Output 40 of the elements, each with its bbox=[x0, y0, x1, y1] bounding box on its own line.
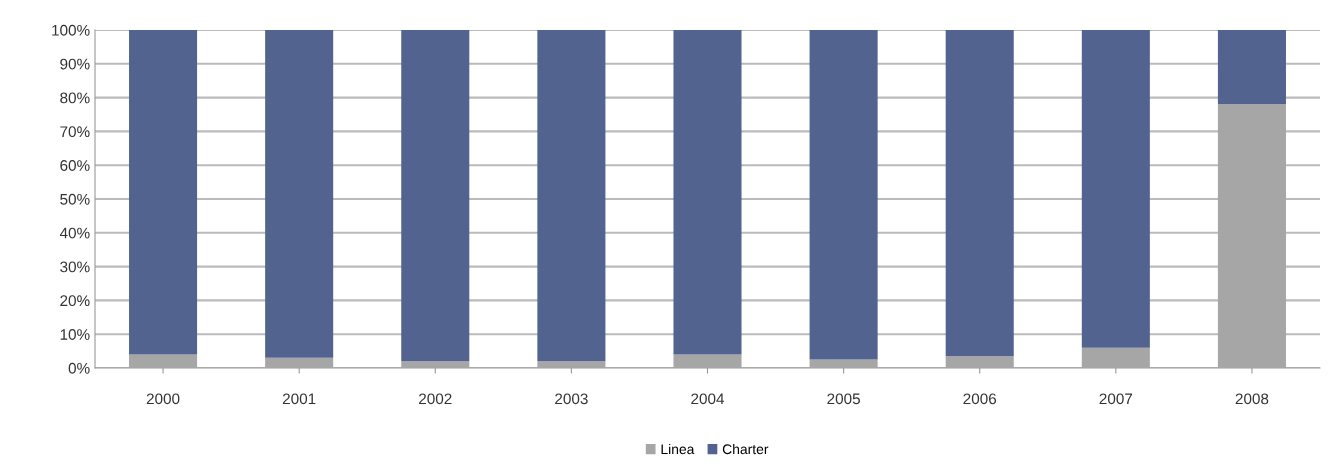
y-tick-label: 20% bbox=[60, 295, 90, 307]
bar bbox=[1217, 104, 1286, 368]
y-tick-label: 30% bbox=[60, 261, 90, 273]
bar bbox=[537, 361, 606, 368]
bar bbox=[265, 357, 334, 368]
x-tick-label: 2007 bbox=[1099, 393, 1133, 405]
bar bbox=[809, 30, 878, 360]
x-tick-label: 2005 bbox=[827, 393, 860, 405]
bar bbox=[1081, 30, 1150, 348]
x-tick-label: 2008 bbox=[1235, 393, 1269, 405]
bar bbox=[129, 354, 198, 368]
bar bbox=[945, 30, 1014, 357]
bar bbox=[401, 30, 470, 362]
x-tick-label: 2002 bbox=[419, 393, 452, 405]
bar bbox=[809, 359, 878, 368]
y-tick-label: 10% bbox=[60, 329, 90, 340]
bar bbox=[1217, 30, 1286, 105]
bar bbox=[129, 30, 198, 355]
y-tick-label: 70% bbox=[60, 126, 90, 138]
x-tick-label: 2000 bbox=[146, 393, 180, 405]
x-tick-label: 2001 bbox=[282, 393, 316, 405]
x-tick-label: 2004 bbox=[691, 393, 725, 405]
bar bbox=[945, 356, 1014, 368]
bar bbox=[673, 354, 742, 368]
x-tick-label: 2006 bbox=[963, 393, 997, 405]
y-tick-label: 60% bbox=[60, 160, 90, 171]
bar bbox=[673, 30, 742, 355]
bar bbox=[265, 30, 334, 358]
y-tick-label: 90% bbox=[60, 58, 90, 70]
y-tick-label: 100% bbox=[52, 24, 90, 36]
legend-label: Charter bbox=[722, 443, 769, 455]
bar bbox=[401, 361, 470, 368]
y-tick-label: 0% bbox=[68, 362, 90, 374]
bar bbox=[537, 30, 606, 362]
y-tick-label: 50% bbox=[60, 193, 90, 205]
y-tick-label: 80% bbox=[60, 92, 90, 104]
legend-label: Linea bbox=[661, 443, 695, 455]
bar bbox=[1081, 347, 1150, 368]
y-tick-label: 40% bbox=[59, 227, 90, 239]
x-tick-label: 2003 bbox=[555, 393, 588, 405]
